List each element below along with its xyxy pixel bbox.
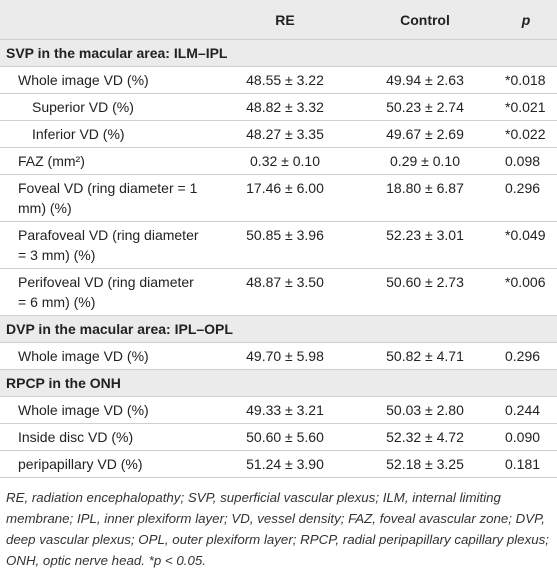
cell-value: 17.46 ± 6.00 (215, 174, 355, 222)
p-value: *0.022 (495, 120, 557, 148)
cell-value: 50.85 ± 3.96 (215, 221, 355, 269)
p-value: 0.296 (495, 342, 557, 370)
row-label: Inside disc VD (%) (0, 423, 215, 451)
row-label: Whole image VD (%) (0, 66, 215, 94)
cell-value: 52.18 ± 3.25 (355, 450, 495, 478)
cell-value: 49.94 ± 2.63 (355, 66, 495, 94)
section-title: SVP in the macular area: ILM–IPL (0, 39, 557, 67)
cell-value: 50.23 ± 2.74 (355, 93, 495, 121)
cell-value: 51.24 ± 3.90 (215, 450, 355, 478)
header-cell: RE (215, 0, 355, 40)
table-body: SVP in the macular area: ILM–IPL Whole im… (0, 39, 557, 478)
row-label: Whole image VD (%) (0, 342, 215, 370)
p-value: 0.090 (495, 423, 557, 451)
section-title: DVP in the macular area: IPL–OPL (0, 315, 557, 343)
p-value: *0.021 (495, 93, 557, 121)
header-cell: p (495, 0, 557, 40)
p-value: *0.006 (495, 268, 557, 316)
cell-value: 49.67 ± 2.69 (355, 120, 495, 148)
header-cell (0, 0, 215, 40)
cell-value: 49.70 ± 5.98 (215, 342, 355, 370)
p-value: *0.049 (495, 221, 557, 269)
p-value: 0.244 (495, 396, 557, 424)
section-row: SVP in the macular area: ILM–IPL (0, 39, 557, 67)
data-row: Whole image VD (%) 48.55 ± 3.22 49.94 ± 2.… (0, 66, 557, 94)
data-row: Foveal VD (ring diameter = 1 mm) (%) 17.4… (0, 174, 557, 222)
footnote: RE, radiation encephalopathy; SVP, super… (6, 490, 549, 568)
data-row: Parafoveal VD (ring diameter = 3 mm) (%)… (0, 221, 557, 269)
data-row: Whole image VD (%) 49.70 ± 5.98 50.82 ± 4.… (0, 342, 557, 370)
row-label: FAZ (mm²) (0, 147, 215, 175)
p-value: 0.296 (495, 174, 557, 222)
cell-value: 50.60 ± 5.60 (215, 423, 355, 451)
p-value: 0.098 (495, 147, 557, 175)
cell-value: 50.60 ± 2.73 (355, 268, 495, 316)
data-row: Perifoveal VD (ring diameter = 6 mm) (%)… (0, 268, 557, 316)
data-row: Inferior VD (%) 48.27 ± 3.35 49.67 ± 2.69 *… (0, 120, 557, 148)
row-label: Foveal VD (ring diameter = 1 mm) (%) (0, 174, 215, 222)
cell-value: 50.03 ± 2.80 (355, 396, 495, 424)
section-row: RPCP in the ONH (0, 369, 557, 397)
table-head: RE Control p (0, 0, 557, 40)
data-row: peripapillary VD (%) 51.24 ± 3.90 52.18 ± … (0, 450, 557, 478)
cell-value: 52.32 ± 4.72 (355, 423, 495, 451)
header-row: RE Control p (0, 0, 557, 40)
row-label: Perifoveal VD (ring diameter = 6 mm) (%) (0, 268, 215, 316)
data-row: Whole image VD (%) 49.33 ± 3.21 50.03 ± 2.… (0, 396, 557, 424)
data-row: Superior VD (%) 48.82 ± 3.32 50.23 ± 2.74 *… (0, 93, 557, 121)
data-row: Inside disc VD (%) 50.60 ± 5.60 52.32 ± 4.… (0, 423, 557, 451)
row-label: Whole image VD (%) (0, 396, 215, 424)
cell-value: 48.27 ± 3.35 (215, 120, 355, 148)
row-label: Inferior VD (%) (0, 120, 215, 148)
cell-value: 50.82 ± 4.71 (355, 342, 495, 370)
row-label: Superior VD (%) (0, 93, 215, 121)
cell-value: 52.23 ± 3.01 (355, 221, 495, 269)
section-title: RPCP in the ONH (0, 369, 557, 397)
cell-value: 0.32 ± 0.10 (215, 147, 355, 175)
p-value: 0.181 (495, 450, 557, 478)
row-label: peripapillary VD (%) (0, 450, 215, 478)
data-row: FAZ (mm²) 0.32 ± 0.10 0.29 ± 0.10 0.098 (0, 147, 557, 175)
cell-value: 18.80 ± 6.87 (355, 174, 495, 222)
cell-value: 49.33 ± 3.21 (215, 396, 355, 424)
header-cell: Control (355, 0, 495, 40)
cell-value: 48.87 ± 3.50 (215, 268, 355, 316)
p-value: *0.018 (495, 66, 557, 94)
data-table: RE Control p SVP in the macular area: IL… (0, 0, 557, 478)
cell-value: 0.29 ± 0.10 (355, 147, 495, 175)
cell-value: 48.82 ± 3.32 (215, 93, 355, 121)
section-row: DVP in the macular area: IPL–OPL (0, 315, 557, 343)
row-label: Parafoveal VD (ring diameter = 3 mm) (%) (0, 221, 215, 269)
cell-value: 48.55 ± 3.22 (215, 66, 355, 94)
